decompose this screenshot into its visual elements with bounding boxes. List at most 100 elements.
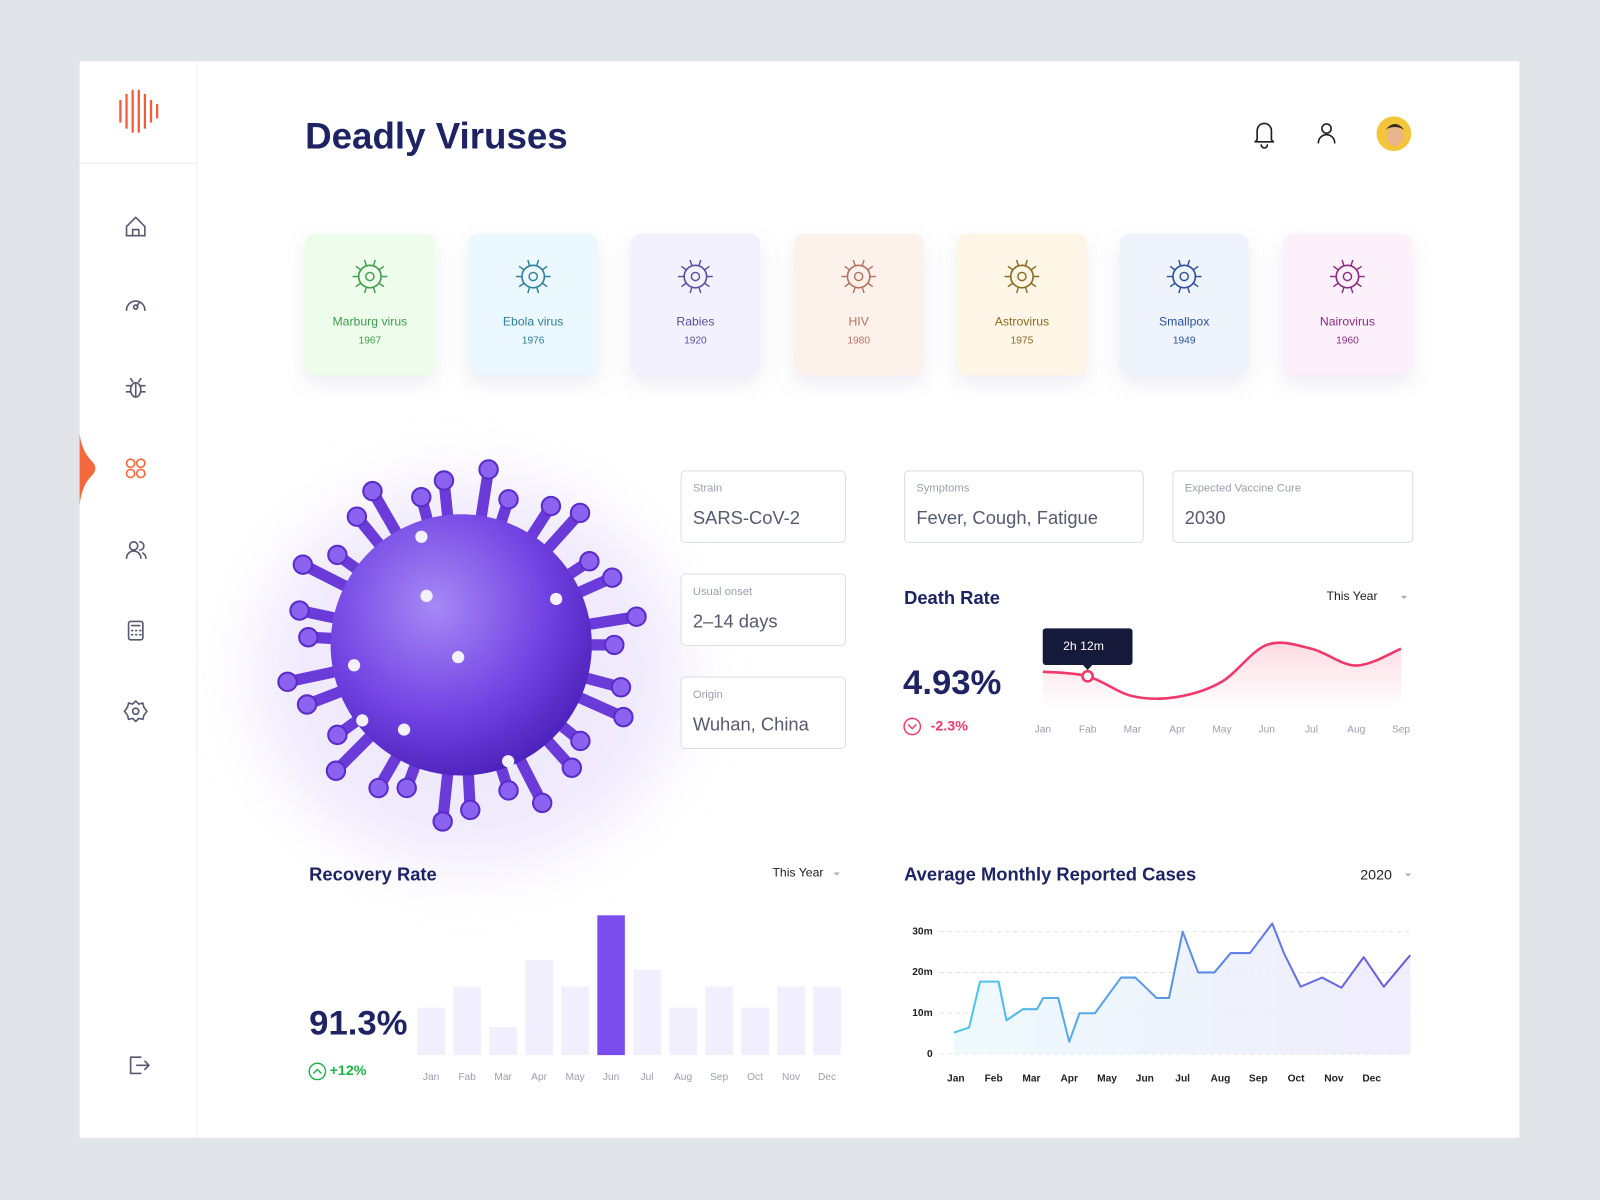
info-value: Fever, Cough, Fatigue xyxy=(916,507,1098,528)
virus-card[interactable]: Smallpox 1949 xyxy=(1119,233,1249,376)
virus-spike-tip xyxy=(327,544,348,566)
virus-spike-tip xyxy=(292,554,314,575)
virus-name: HIV xyxy=(848,315,869,329)
virus-icon-spike xyxy=(1350,259,1354,267)
tooltip-pointer xyxy=(1082,664,1093,671)
virus-icon-spike xyxy=(852,259,856,267)
x-tick-label: Sep xyxy=(1249,1073,1268,1084)
virus-card[interactable]: Astrovirus 1975 xyxy=(957,233,1087,376)
x-tick-label: Apr xyxy=(1060,1073,1078,1084)
virus-card[interactable]: HIV 1980 xyxy=(793,233,924,376)
bar xyxy=(525,960,553,1056)
card-background xyxy=(305,233,435,376)
virus-spike-tip xyxy=(531,792,553,814)
kpi-value: 91.3% xyxy=(309,1005,407,1043)
x-tick-label: Sep xyxy=(710,1072,728,1083)
users-icon[interactable] xyxy=(125,541,147,559)
virus-spike-tip xyxy=(411,486,432,508)
area xyxy=(1042,642,1402,710)
virus-icon-spike xyxy=(372,286,376,294)
line xyxy=(953,922,1412,1043)
virus-spike-tip xyxy=(368,777,389,799)
calculator-icon[interactable] xyxy=(127,620,144,641)
period-select[interactable]: This Year xyxy=(772,866,823,880)
y-tick-label: 30m xyxy=(912,926,932,937)
info-value: Wuhan, China xyxy=(693,713,810,734)
virus-icon-spike xyxy=(541,282,548,288)
virus-particle xyxy=(397,723,411,736)
bar xyxy=(705,986,733,1056)
x-tick-label: Mar xyxy=(1022,1073,1040,1084)
virus-icon-spike xyxy=(1332,265,1339,271)
virus-particle xyxy=(502,755,515,768)
virus-card[interactable]: Rabies 1920 xyxy=(630,233,761,376)
virus-icon-core xyxy=(1179,271,1189,282)
virus-particle xyxy=(452,651,465,664)
virus-spike-tip xyxy=(296,694,318,715)
info-box xyxy=(680,470,846,543)
home-icon[interactable] xyxy=(125,216,146,237)
virus-spike-tip xyxy=(289,600,310,621)
avatar[interactable] xyxy=(1376,116,1412,152)
logout-icon[interactable] xyxy=(129,1056,150,1075)
x-tick-label: Fab xyxy=(1079,724,1097,735)
x-tick-label: Oct xyxy=(747,1072,763,1083)
period-select[interactable]: 2020 xyxy=(1360,867,1392,883)
change-icon xyxy=(903,717,922,736)
dashboard-icon[interactable] xyxy=(125,300,146,312)
profile-icon[interactable] xyxy=(1317,123,1336,144)
virus-icon-spike xyxy=(852,286,856,294)
virus-icon-core xyxy=(528,271,538,282)
virus-icon-spike xyxy=(363,259,368,267)
virus-spike-tip xyxy=(478,459,499,480)
virus-icon-spike xyxy=(689,259,693,267)
bar xyxy=(777,986,805,1056)
virus-icon-spike xyxy=(1192,282,1199,288)
virus-icon-spike xyxy=(518,282,525,288)
virus-icon-spike xyxy=(861,286,865,294)
x-tick-label: Apr xyxy=(531,1072,547,1083)
logo xyxy=(119,89,159,133)
x-tick-label: Nov xyxy=(782,1072,801,1083)
virus-card[interactable]: Ebola virus 1976 xyxy=(468,233,598,376)
virus-icon-spike xyxy=(518,265,525,271)
virus-year: 1975 xyxy=(1011,336,1034,347)
x-tick-label: Oct xyxy=(1288,1073,1306,1084)
card-background xyxy=(1119,233,1249,376)
virus-icon-spike xyxy=(1030,265,1037,271)
card-background xyxy=(793,233,924,376)
period-select[interactable]: This Year xyxy=(1327,589,1378,603)
virus-card[interactable]: Nairovirus 1960 xyxy=(1282,233,1413,376)
bug-icon[interactable] xyxy=(125,377,146,398)
change-arrow xyxy=(312,1068,322,1074)
virus-icon-spike xyxy=(1186,259,1191,267)
virus-name: Astrovirus xyxy=(995,315,1049,329)
virus-icon-spike xyxy=(1015,259,1020,267)
virus-card[interactable]: Marburg virus 1967 xyxy=(305,233,435,376)
virus-icon-core xyxy=(1017,271,1027,282)
x-tick-label: Mar xyxy=(494,1072,512,1083)
x-tick-label: Dec xyxy=(818,1072,836,1083)
virus-name: Marburg virus xyxy=(332,315,407,329)
line xyxy=(1042,641,1402,701)
virus-spike-tip xyxy=(325,760,347,781)
virus-name: Nairovirus xyxy=(1320,315,1375,329)
x-tick-label: Jun xyxy=(1258,724,1274,735)
virus-list-icon[interactable] xyxy=(125,458,146,479)
virus-icon-core xyxy=(365,271,375,282)
virus-spike-tip xyxy=(298,627,319,648)
x-tick-label: Aug xyxy=(674,1072,692,1083)
x-tick-label: Jan xyxy=(423,1072,439,1083)
notification-icon[interactable] xyxy=(1254,122,1275,149)
virus-name: Rabies xyxy=(676,315,714,329)
tooltip-label: 2h 12m xyxy=(1063,639,1104,653)
info-box xyxy=(680,676,846,749)
virus-spike-tip xyxy=(610,677,632,698)
card-background xyxy=(957,233,1087,376)
virus-year: 1949 xyxy=(1173,336,1196,347)
virus-icon-spike xyxy=(378,265,385,271)
x-tick-label: May xyxy=(565,1072,585,1083)
settings-icon[interactable] xyxy=(123,700,148,723)
x-tick-label: Jul xyxy=(1305,724,1318,735)
virus-icon-spike xyxy=(1169,265,1176,271)
